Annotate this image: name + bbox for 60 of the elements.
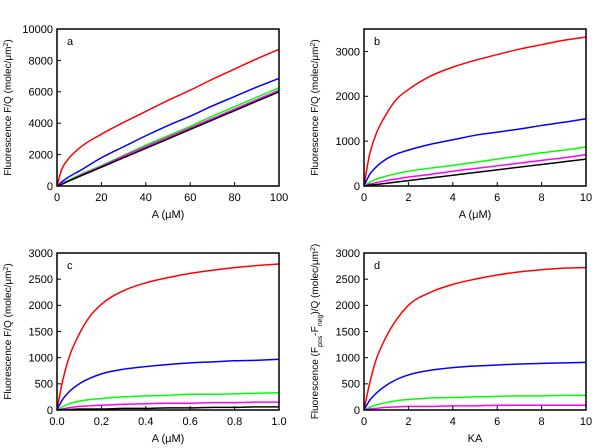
x-tick-label: 40 [140,192,152,204]
x-tick-label: 60 [184,192,196,204]
y-tick-label: 0 [354,180,360,193]
x-tick-label: 2 [405,416,412,428]
y-tick-label: 3000 [28,248,53,260]
y-tick-label: 500 [34,378,53,391]
line-series [363,394,587,411]
x-tick-label: 80 [228,192,241,204]
x-axis-title: KA [468,433,483,445]
x-tick-label: 0.8 [226,416,242,428]
x-tick-label: 0.2 [94,416,110,428]
line-series [363,118,587,187]
y-tick-label: 3000 [336,248,360,260]
x-tick-label: 20 [95,192,108,204]
x-tick-label: 8 [538,416,545,428]
x-tick-label: 100 [270,192,288,204]
x-tick-label: 10 [580,416,592,428]
y-tick-label: 4000 [28,118,53,130]
x-tick-label: 4 [450,192,456,204]
y-tick-label: 2000 [336,91,360,104]
y-tick-label: 2500 [336,274,360,286]
y-tick-label: 500 [342,378,360,391]
x-tick-label: 2 [405,192,412,204]
line-series [56,358,280,411]
x-tick-label: 10 [580,192,592,204]
y-tick-label: 0 [46,404,53,417]
y-tick-label: 0 [354,404,360,417]
y-tick-label: 3000 [336,46,360,58]
y-tick-label: 2000 [336,300,360,312]
x-tick-label: 1.0 [271,416,287,428]
x-tick-label: 4 [450,416,456,428]
y-tick-label: 1000 [336,352,360,365]
x-tick-label: 0.6 [182,416,198,428]
x-axis-title: A (μM) [458,209,492,221]
y-tick-label: 1000 [336,136,360,148]
y-tick-label: 2500 [28,274,53,286]
y-tick-label: 6000 [28,86,53,99]
line-series [56,48,280,187]
line-series [363,362,587,411]
y-tick-label: 2000 [28,300,53,312]
annotation: b [374,36,380,48]
y-tick-label: 10000 [22,24,53,36]
y-tick-label: 1500 [336,326,360,338]
line-series [56,392,280,411]
y-tick-label: 2000 [28,149,53,162]
annotation: d [374,260,380,272]
y-tick-label: 8000 [28,55,53,68]
x-axis-title: A (μM) [152,209,184,221]
y-tick-label: 0 [46,180,53,193]
x-tick-label: 0.0 [49,416,65,428]
x-axis-title: A (μM) [152,433,184,445]
x-tick-label: 6 [494,416,500,428]
line-series [363,146,587,187]
y-tick-label: 1500 [28,326,53,338]
x-tick-label: 0.4 [138,416,154,428]
annotation: c [67,260,73,272]
x-tick-label: 6 [494,192,500,204]
x-tick-label: 8 [538,192,545,204]
y-tick-label: 1000 [28,352,53,365]
annotation: a [67,36,74,48]
